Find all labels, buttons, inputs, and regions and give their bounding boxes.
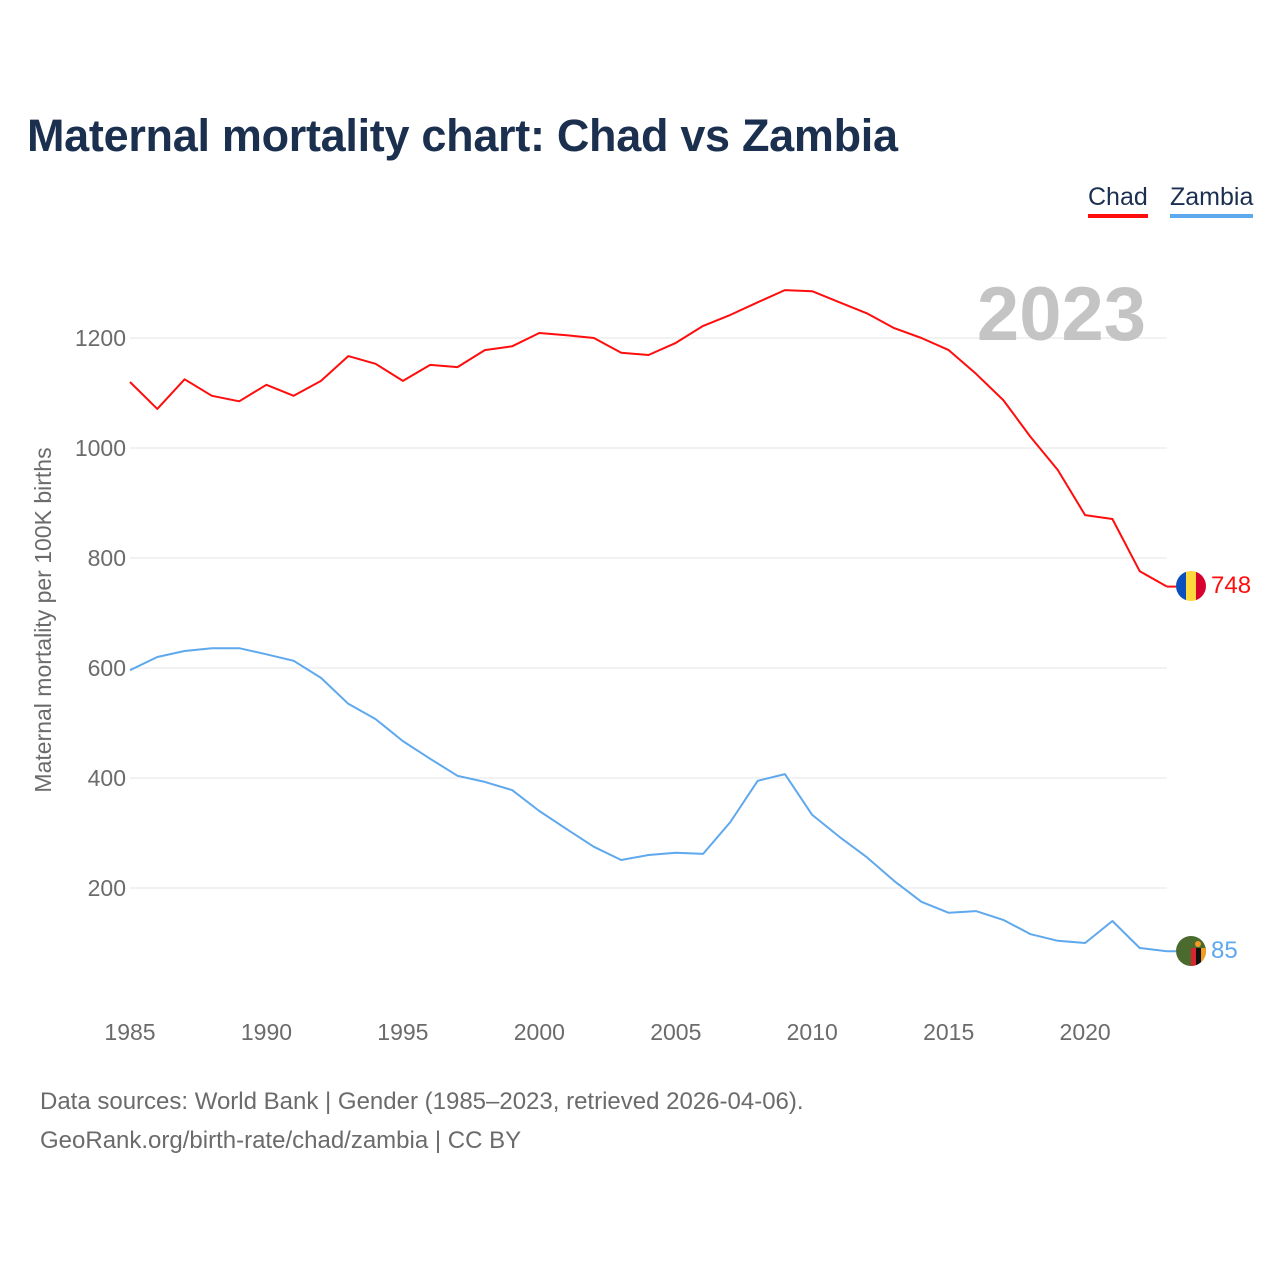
y-tick-label: 400 xyxy=(88,765,126,791)
x-tick-label: 2005 xyxy=(650,1019,701,1045)
x-tick-label: 2020 xyxy=(1060,1019,1111,1045)
chad-end-label: 748 xyxy=(1211,572,1251,599)
data-source-note: Data sources: World Bank | Gender (1985–… xyxy=(40,1088,804,1115)
y-tick-label: 1200 xyxy=(75,325,126,351)
x-tick-label: 1995 xyxy=(377,1019,428,1045)
y-tick-label: 200 xyxy=(88,875,126,901)
attribution-link[interactable]: GeoRank.org/birth-rate/chad/zambia | CC … xyxy=(40,1127,522,1154)
x-tick-label: 1985 xyxy=(104,1019,155,1045)
zambia-line xyxy=(129,647,1168,953)
y-tick-label: 600 xyxy=(88,655,126,681)
zambia-end-label: 85 xyxy=(1211,937,1238,964)
y-tick-label: 1000 xyxy=(75,435,126,461)
legend-zambia[interactable]: Zambia xyxy=(1170,183,1254,218)
x-tick-label: 2000 xyxy=(514,1019,565,1045)
y-tick-label: 800 xyxy=(88,545,126,571)
x-tick-label: 2010 xyxy=(787,1019,838,1045)
chart-title: Maternal mortality chart: Chad vs Zambia xyxy=(27,110,898,161)
chad-flag-icon xyxy=(1176,571,1206,601)
chad-line xyxy=(129,289,1168,588)
legend-chad[interactable]: Chad xyxy=(1088,183,1148,218)
year-watermark: 2023 xyxy=(977,272,1146,357)
x-tick-label: 1990 xyxy=(241,1019,292,1045)
x-tick-label: 2015 xyxy=(923,1019,974,1045)
y-axis-label: Maternal mortality per 100K births xyxy=(30,447,56,792)
zambia-flag-icon xyxy=(1176,936,1206,966)
